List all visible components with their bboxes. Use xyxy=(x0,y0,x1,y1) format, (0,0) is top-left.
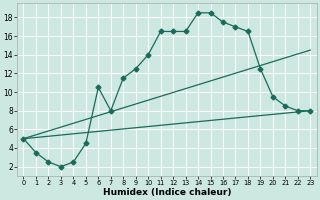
X-axis label: Humidex (Indice chaleur): Humidex (Indice chaleur) xyxy=(103,188,231,197)
